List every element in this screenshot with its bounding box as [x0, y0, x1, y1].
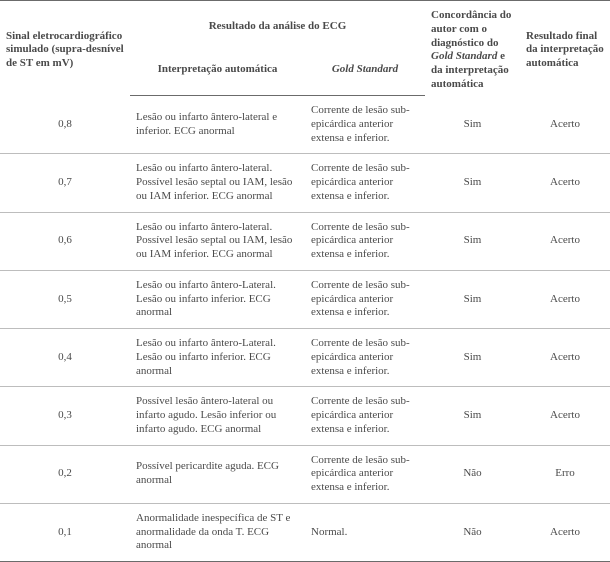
cell-sinal: 0,2: [0, 445, 130, 503]
cell-concordancia: Não: [425, 503, 520, 561]
cell-concordancia: Sim: [425, 96, 520, 154]
cell-interpretacao: Anormalidade inespecífica de ST e anorma…: [130, 503, 305, 561]
cell-interpretacao: Lesão ou infarto ântero-lateral. Possíve…: [130, 212, 305, 270]
cell-interpretacao: Lesão ou infarto ântero-Lateral. Lesão o…: [130, 329, 305, 387]
cell-interpretacao: Possível lesão ântero-lateral ou infarto…: [130, 387, 305, 445]
cell-gold: Corrente de lesão sub-epicárdica anterio…: [305, 154, 425, 212]
cell-concordancia: Sim: [425, 329, 520, 387]
cell-sinal: 0,5: [0, 270, 130, 328]
header-resultado-final: Resultado final da interpretação automát…: [520, 1, 610, 96]
cell-concordancia: Sim: [425, 387, 520, 445]
cell-gold: Corrente de lesão sub-epicárdica anterio…: [305, 329, 425, 387]
cell-interpretacao: Lesão ou infarto ântero-Lateral. Lesão o…: [130, 270, 305, 328]
table-row: 0,8Lesão ou infarto ântero-lateral e inf…: [0, 96, 610, 154]
cell-concordancia: Sim: [425, 154, 520, 212]
header-concordancia: Concordância do autor com o diagnóstico …: [425, 1, 520, 96]
cell-interpretacao: Lesão ou infarto ântero-lateral e inferi…: [130, 96, 305, 154]
table-row: 0,4Lesão ou infarto ântero-Lateral. Lesã…: [0, 329, 610, 387]
cell-resultado: Acerto: [520, 503, 610, 561]
table-row: 0,2Possível pericardite aguda. ECG anorm…: [0, 445, 610, 503]
header-concordancia-span: Concordância do autor com o diagnóstico …: [431, 9, 511, 90]
header-group-resultado: Resultado da análise do ECG: [130, 1, 425, 49]
cell-concordancia: Sim: [425, 212, 520, 270]
table-row: 0,6Lesão ou infarto ântero-lateral. Poss…: [0, 212, 610, 270]
table-row: 0,5Lesão ou infarto ântero-Lateral. Lesã…: [0, 270, 610, 328]
cell-sinal: 0,3: [0, 387, 130, 445]
cell-sinal: 0,4: [0, 329, 130, 387]
cell-sinal: 0,7: [0, 154, 130, 212]
table-header: Sinal eletrocardiográfico simulado (supr…: [0, 1, 610, 96]
cell-gold: Corrente de lesão sub-epicárdica anterio…: [305, 270, 425, 328]
cell-resultado: Erro: [520, 445, 610, 503]
cell-gold: Normal.: [305, 503, 425, 561]
header-gold-standard: Gold Standard: [305, 48, 425, 96]
cell-sinal: 0,1: [0, 503, 130, 561]
header-interpretacao: Interpretação automática: [130, 48, 305, 96]
gold-standard-italic: Gold Standard: [431, 50, 497, 62]
cell-concordancia: Sim: [425, 270, 520, 328]
cell-gold: Corrente de lesão sub-epicárdica anterio…: [305, 96, 425, 154]
cell-interpretacao: Possível pericardite aguda. ECG anormal: [130, 445, 305, 503]
table-body: 0,8Lesão ou infarto ântero-lateral e inf…: [0, 96, 610, 562]
cell-resultado: Acerto: [520, 329, 610, 387]
cell-sinal: 0,6: [0, 212, 130, 270]
cell-interpretacao: Lesão ou infarto ântero-lateral. Possíve…: [130, 154, 305, 212]
table-row: 0,7Lesão ou infarto ântero-lateral. Poss…: [0, 154, 610, 212]
table-row: 0,3Possível lesão ântero-lateral ou infa…: [0, 387, 610, 445]
cell-resultado: Acerto: [520, 154, 610, 212]
cell-gold: Corrente de lesão sub-epicárdica anterio…: [305, 387, 425, 445]
cell-gold: Corrente de lesão sub-epicárdica anterio…: [305, 212, 425, 270]
cell-gold: Corrente de lesão sub-epicárdica anterio…: [305, 445, 425, 503]
cell-sinal: 0,8: [0, 96, 130, 154]
cell-resultado: Acerto: [520, 270, 610, 328]
cell-concordancia: Não: [425, 445, 520, 503]
header-sinal: Sinal eletrocardiográfico simulado (supr…: [0, 1, 130, 96]
cell-resultado: Acerto: [520, 212, 610, 270]
cell-resultado: Acerto: [520, 387, 610, 445]
cell-resultado: Acerto: [520, 96, 610, 154]
table-row: 0,1Anormalidade inespecífica de ST e ano…: [0, 503, 610, 561]
ecg-results-table: Sinal eletrocardiográfico simulado (supr…: [0, 0, 610, 562]
